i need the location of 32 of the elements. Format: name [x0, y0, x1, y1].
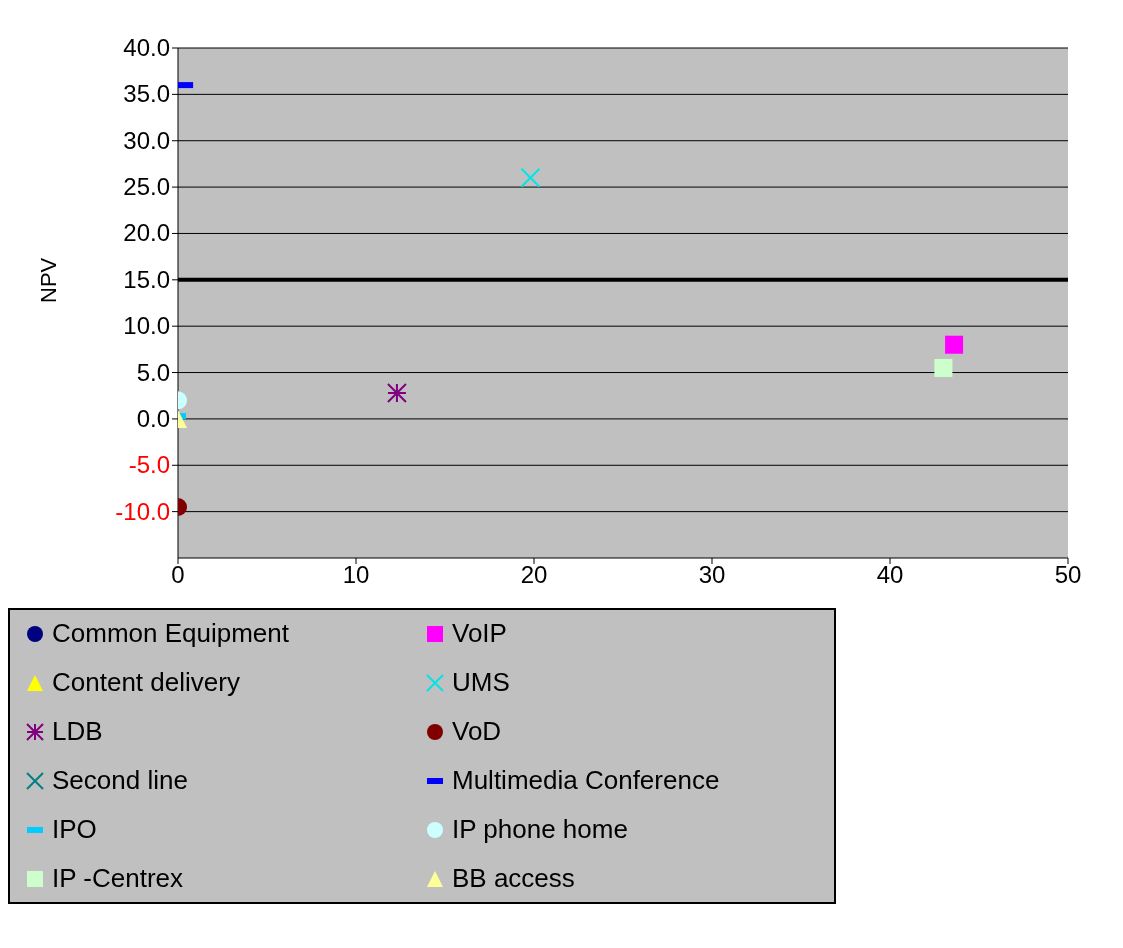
y-tick-label: -10.0: [115, 497, 170, 525]
legend-label: VoD: [452, 716, 502, 747]
legend-label: UMS: [452, 667, 510, 698]
legend-label: Multimedia Conference: [452, 765, 720, 796]
x-tick-label: 10: [342, 561, 370, 589]
y-tick-label: 35.0: [123, 80, 170, 108]
y-tick-label: 15.0: [123, 265, 170, 293]
x-tick-label: 20: [520, 561, 548, 589]
y-tick-label: -5.0: [128, 451, 170, 479]
legend-label: BB access: [452, 863, 575, 894]
y-tick-label: 10.0: [123, 312, 170, 340]
legend-label: IPO: [52, 814, 97, 845]
legend-label: IP phone home: [452, 814, 628, 845]
y-axis-title: NPV: [35, 257, 61, 303]
x-tick-label: 40: [876, 561, 904, 589]
y-tick-label: 30.0: [123, 126, 170, 154]
x-tick-label: 50: [1054, 561, 1082, 589]
x-tick-label: 30: [698, 561, 726, 589]
legend-label: Common Equipment: [52, 618, 289, 649]
y-tick-label: 40.0: [123, 34, 170, 61]
point: [945, 335, 964, 354]
x-tick-label: 0: [171, 561, 185, 589]
legend-label: VoIP: [452, 618, 507, 649]
legend-label: IP -Centrex: [52, 863, 184, 894]
legend-label: Second line: [52, 765, 188, 796]
y-tick-label: 5.0: [136, 358, 170, 386]
legend-label: Content delivery: [52, 667, 240, 698]
y-tick-label: 25.0: [123, 173, 170, 201]
point: [934, 358, 953, 377]
y-tick-label: 0.0: [136, 404, 170, 432]
y-tick-label: 20.0: [123, 219, 170, 247]
legend-label: LDB: [52, 716, 103, 747]
